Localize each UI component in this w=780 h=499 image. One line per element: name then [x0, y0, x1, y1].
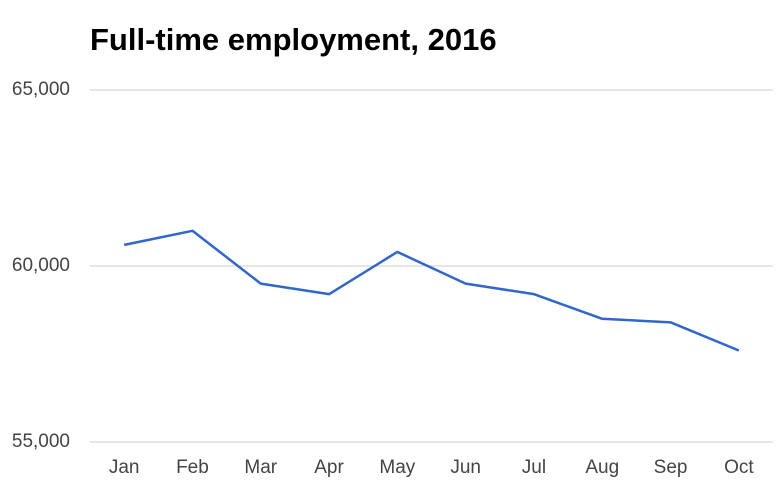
x-tick-label: Jan: [109, 457, 140, 478]
x-tick-label: Jun: [450, 457, 481, 478]
x-tick-label: Apr: [314, 457, 344, 478]
y-tick-label: 60,000: [12, 255, 70, 276]
chart-title: Full-time employment, 2016: [90, 22, 497, 57]
y-tick-label: 55,000: [12, 431, 70, 452]
x-tick-label: Oct: [724, 457, 754, 478]
x-tick-label: Mar: [244, 457, 277, 478]
x-tick-label: Aug: [585, 457, 619, 478]
x-tick-label: May: [379, 457, 415, 478]
x-tick-label: Feb: [176, 457, 209, 478]
y-tick-label: 65,000: [12, 79, 70, 100]
x-tick-label: Sep: [654, 457, 688, 478]
x-tick-label: Jul: [522, 457, 546, 478]
data-line: [123, 229, 740, 352]
